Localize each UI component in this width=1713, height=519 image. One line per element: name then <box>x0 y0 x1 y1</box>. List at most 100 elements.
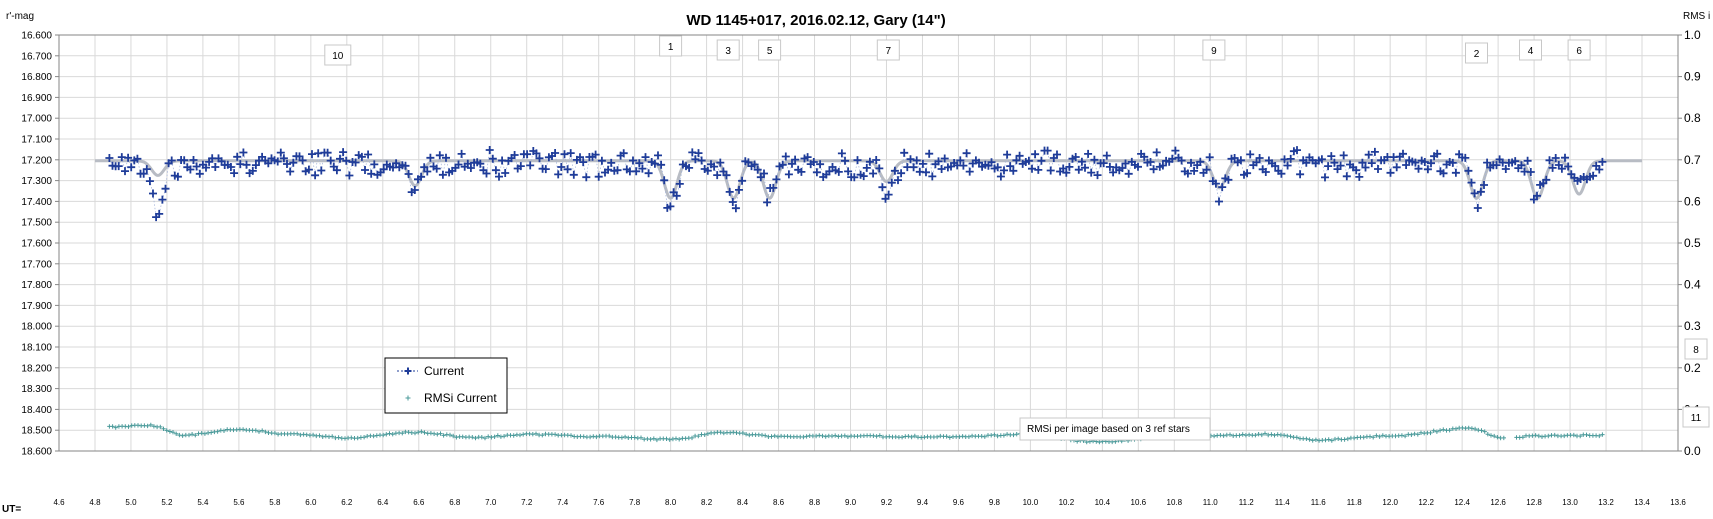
current-data-point <box>1077 157 1086 166</box>
current-data-point <box>339 148 348 157</box>
current-data-point <box>1339 151 1348 160</box>
rmsi-data-point <box>260 428 265 433</box>
current-data-point <box>1134 162 1142 171</box>
rmsi-data-point <box>712 430 717 436</box>
y-right-tick-label: 0.0 <box>1684 444 1701 458</box>
rmsi-data-point <box>1533 433 1538 438</box>
current-data-point <box>1317 155 1326 164</box>
rmsi-data-point <box>511 433 516 438</box>
y-right-tick-label: 0.5 <box>1684 236 1701 250</box>
current-data-point <box>173 172 182 181</box>
current-data-point <box>180 156 189 165</box>
x-tick-label: 6.0 <box>305 498 317 507</box>
current-data-point <box>1464 166 1473 175</box>
current-data-point <box>1158 161 1167 170</box>
rmsi-data-point <box>1345 436 1350 442</box>
rmsi-data-point <box>1097 439 1102 445</box>
rmsi-data-point <box>1253 433 1258 438</box>
rmsi-data-point <box>263 429 268 435</box>
current-data-point <box>1006 162 1015 171</box>
current-data-point <box>495 172 503 181</box>
current-data-point <box>716 158 725 167</box>
current-data-point <box>189 156 198 164</box>
current-data-point <box>286 167 295 176</box>
current-data-point <box>1277 169 1286 178</box>
current-data-point <box>541 165 550 174</box>
current-data-point <box>894 176 902 185</box>
rmsi-data-point <box>1437 428 1443 433</box>
rmsi-data-point <box>1237 433 1242 438</box>
current-data-point <box>226 163 235 171</box>
current-data-point <box>1009 166 1018 175</box>
rmsi-data-point <box>947 435 952 440</box>
x-tick-label: 9.2 <box>881 498 893 507</box>
event-marker-4: 4 <box>1519 39 1542 61</box>
y-right-tick-label: 1.0 <box>1684 28 1701 42</box>
rmsi-data-point <box>336 435 341 440</box>
rmsi-data-point <box>221 428 227 433</box>
rmsi-data-point <box>689 435 695 441</box>
rmsi-data-point <box>909 434 914 440</box>
current-data-point <box>853 156 862 165</box>
current-data-point <box>1411 158 1420 167</box>
current-data-point <box>1370 147 1379 156</box>
rmsi-data-point <box>1377 434 1382 439</box>
current-data-point <box>1327 152 1336 161</box>
current-data-point <box>837 149 846 158</box>
annotation-text: RMSi per image based on 3 ref stars <box>1027 424 1190 435</box>
x-tick-label: 5.0 <box>125 498 137 507</box>
current-data-point <box>1071 153 1080 161</box>
current-data-point <box>501 169 510 177</box>
chart-title: WD 1145+017, 2016.02.12, Gary (14") <box>686 12 945 29</box>
rmsi-data-point <box>492 434 497 439</box>
current-data-point <box>1000 166 1008 175</box>
event-marker-box <box>1684 338 1708 360</box>
legend-rmsi-label: RMSi Current <box>424 391 497 405</box>
current-data-point <box>890 166 899 175</box>
rmsi-data-point <box>1313 437 1319 442</box>
current-data-point <box>875 164 884 173</box>
current-data-point <box>1545 156 1554 165</box>
current-data-point <box>289 158 298 167</box>
current-data-point <box>918 159 927 168</box>
rmsi-data-point <box>769 434 774 439</box>
current-data-point <box>1511 157 1520 166</box>
x-tick-label: 9.4 <box>917 498 929 507</box>
y-left-tick-label: 17.300 <box>21 176 52 187</box>
current-data-point <box>797 167 806 176</box>
current-data-point <box>1374 165 1382 173</box>
current-data-point <box>1211 179 1220 188</box>
current-data-point <box>1202 165 1211 174</box>
current-data-point <box>323 148 332 157</box>
current-data-point <box>841 156 849 165</box>
current-data-point <box>1187 158 1195 167</box>
rmsi-data-point <box>743 432 749 437</box>
current-data-point <box>1548 163 1557 172</box>
event-marker-6: 6 <box>1567 39 1591 61</box>
rmsi-data-point <box>330 434 335 439</box>
current-data-point <box>357 152 366 161</box>
rmsi-data-point <box>209 430 214 435</box>
rmsi-data-point <box>1221 433 1226 438</box>
current-data-point <box>438 170 447 179</box>
current-data-point <box>457 149 466 158</box>
current-data-point <box>1533 191 1541 200</box>
current-data-point <box>304 165 313 174</box>
current-data-point <box>1190 166 1199 175</box>
rmsi-data-point <box>110 424 115 429</box>
current-data-point <box>872 156 881 164</box>
event-marker-box <box>324 44 352 66</box>
current-data-point <box>121 167 129 176</box>
rmsi-data-point <box>1479 428 1484 433</box>
current-data-point <box>161 184 170 193</box>
current-data-point <box>803 153 812 162</box>
rmsi-data-point <box>1492 433 1497 439</box>
rmsi-data-point <box>1536 433 1541 439</box>
current-data-point <box>666 202 675 211</box>
current-data-point <box>491 166 500 175</box>
current-data-point <box>1059 164 1068 173</box>
rmsi-data-point <box>1294 435 1299 440</box>
x-tick-label: 12.0 <box>1382 498 1398 507</box>
x-tick-label: 10.2 <box>1059 498 1075 507</box>
current-data-point <box>1321 173 1329 182</box>
